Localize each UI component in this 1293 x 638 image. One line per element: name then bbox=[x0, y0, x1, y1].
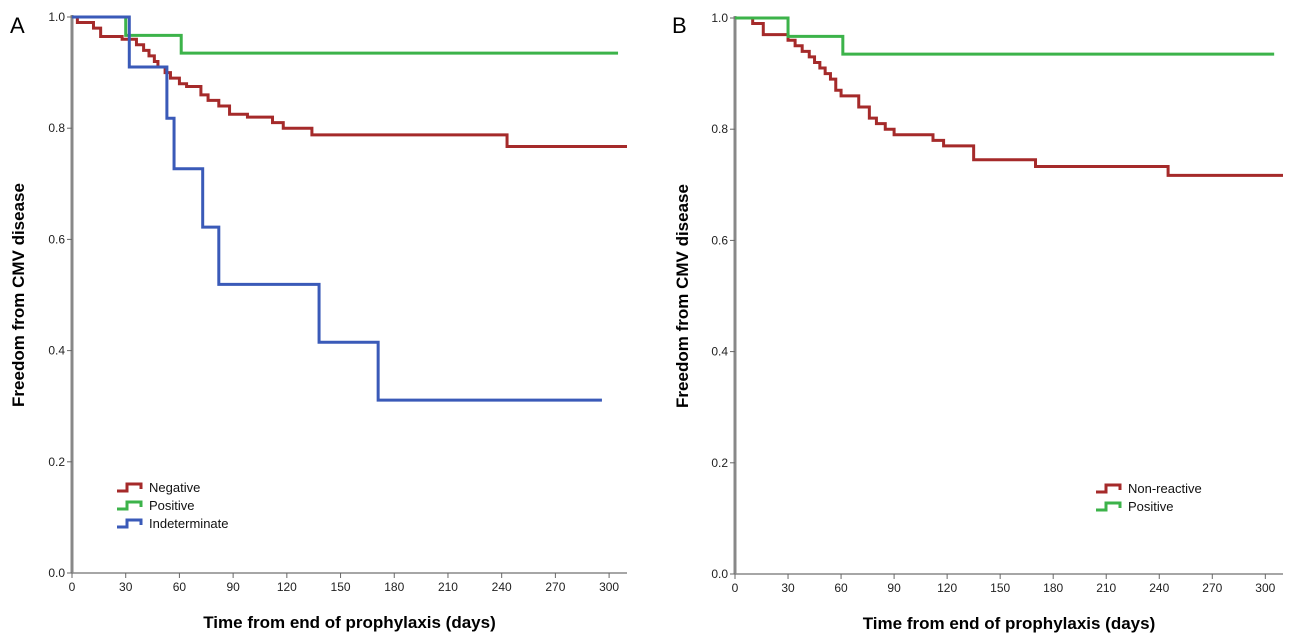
x-tick-label: 90 bbox=[226, 580, 240, 594]
y-tick-label: 0.6 bbox=[48, 232, 65, 246]
legend-swatch bbox=[117, 482, 143, 493]
y-axis-label: Freedom from CMV disease bbox=[673, 184, 692, 408]
y-tick-label: 0.4 bbox=[48, 344, 65, 358]
y-tick-label: 0.8 bbox=[48, 121, 65, 135]
x-tick-label: 270 bbox=[545, 580, 565, 594]
x-tick-label: 0 bbox=[732, 581, 739, 595]
x-tick-label: 210 bbox=[1096, 581, 1116, 595]
x-axis-label: Time from end of prophylaxis (days) bbox=[203, 613, 496, 632]
x-tick-label: 300 bbox=[1255, 581, 1275, 595]
legend-swatch bbox=[117, 518, 143, 529]
x-tick-label: 30 bbox=[119, 580, 133, 594]
panel-a: A 0.0 0.2 0.4 0.6 0.8 1.0 0 30 60 90 120 150 180 210 24… bbox=[9, 10, 627, 632]
x-axis-label: Time from end of prophylaxis (days) bbox=[863, 614, 1156, 633]
y-tick-label: 0.8 bbox=[711, 122, 728, 136]
legend-label: Indeterminate bbox=[149, 516, 229, 531]
x-tick-label: 60 bbox=[834, 581, 848, 595]
y-tick-label: 1.0 bbox=[711, 11, 728, 25]
legend-label: Positive bbox=[149, 498, 195, 513]
legend-label: Non-reactive bbox=[1128, 481, 1202, 496]
series-line-indeterminate bbox=[72, 15, 602, 402]
x-tick-label: 240 bbox=[492, 580, 512, 594]
x-tick-label: 60 bbox=[173, 580, 187, 594]
x-tick-label: 270 bbox=[1202, 581, 1222, 595]
y-tick-label: 0.0 bbox=[48, 566, 65, 580]
x-tick-label: 120 bbox=[937, 581, 957, 595]
panel-letter: B bbox=[672, 13, 687, 38]
y-tick-label: 1.0 bbox=[48, 10, 65, 24]
panel-letter: A bbox=[10, 13, 25, 38]
y-tick-label: 0.4 bbox=[711, 345, 728, 359]
y-tick-label: 0.6 bbox=[711, 233, 728, 247]
series-line-positive bbox=[735, 16, 1275, 56]
y-tick-label: 0.2 bbox=[48, 455, 65, 469]
x-tick-label: 0 bbox=[69, 580, 76, 594]
x-tick-label: 210 bbox=[438, 580, 458, 594]
x-tick-label: 90 bbox=[887, 581, 901, 595]
y-tick-label: 0.0 bbox=[711, 567, 728, 581]
x-tick-label: 30 bbox=[781, 581, 795, 595]
legend-label: Positive bbox=[1128, 499, 1174, 514]
legend-swatch bbox=[1096, 483, 1122, 494]
x-tick-label: 240 bbox=[1149, 581, 1169, 595]
legend-swatch bbox=[1096, 501, 1122, 512]
legend-label: Negative bbox=[149, 480, 200, 495]
series-line-non-reactive bbox=[735, 16, 1283, 177]
x-tick-label: 300 bbox=[599, 580, 619, 594]
legend-swatch bbox=[117, 500, 143, 511]
panel-b: B 0.0 0.2 0.4 0.6 0.8 1.0 0 30 60 90 120 150 180 210 24… bbox=[672, 11, 1283, 633]
x-tick-label: 150 bbox=[331, 580, 351, 594]
x-tick-label: 150 bbox=[990, 581, 1010, 595]
x-tick-label: 180 bbox=[384, 580, 404, 594]
series-line-negative bbox=[72, 15, 627, 149]
y-tick-label: 0.2 bbox=[711, 456, 728, 470]
x-tick-label: 120 bbox=[277, 580, 297, 594]
y-axis-label: Freedom from CMV disease bbox=[9, 183, 28, 407]
x-tick-label: 180 bbox=[1043, 581, 1063, 595]
series-line-positive bbox=[72, 15, 619, 55]
